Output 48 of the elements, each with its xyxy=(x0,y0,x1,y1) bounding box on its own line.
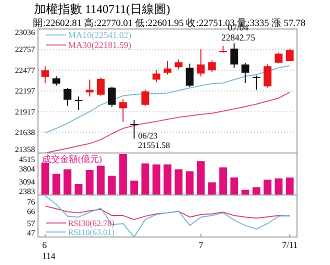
x-tick-label: 6 114 xyxy=(42,240,56,261)
candlestick xyxy=(230,42,238,68)
candlestick xyxy=(264,64,272,88)
y-tick-label: 2383 xyxy=(19,187,35,196)
candlestick xyxy=(141,89,150,106)
legend-label: MA30(22181.59) xyxy=(68,40,132,50)
y-tick-label: 76 xyxy=(27,198,35,207)
candlestick xyxy=(119,98,127,122)
candlestick xyxy=(64,87,72,106)
candlestick xyxy=(252,75,260,90)
y-tick-label: 23036 xyxy=(15,28,35,37)
x-tick-label: 7 xyxy=(198,240,204,250)
legend-label: MA10(22541.02) xyxy=(68,30,132,40)
y-tick-label: 22477 xyxy=(15,66,35,75)
candlestick xyxy=(41,66,50,84)
series-label: 成交金額(億元) xyxy=(42,154,102,164)
y-tick-label: 22197 xyxy=(15,86,35,96)
candlestick xyxy=(164,60,172,76)
candlestick xyxy=(196,48,205,77)
candlestick xyxy=(96,77,105,96)
y-tick-label: 21638 xyxy=(15,128,35,137)
chart-title: 加權指數 1140711(日線圖) xyxy=(34,2,170,16)
candlestick xyxy=(130,119,138,140)
candlestick xyxy=(186,63,194,88)
y-tick-label: 3094 xyxy=(19,178,35,187)
legend-label: RSI10(63.01) xyxy=(68,227,115,237)
candlestick xyxy=(152,70,160,83)
y-tick-label: 66 xyxy=(27,207,35,216)
candlestick xyxy=(174,58,183,70)
y-tick-label: 21917 xyxy=(15,107,35,116)
x-tick-label: 7/11 xyxy=(282,240,298,250)
candlestick xyxy=(286,48,294,62)
candlestick xyxy=(86,79,94,97)
candlestick xyxy=(208,60,216,73)
y-tick-label: 4515 xyxy=(19,154,35,164)
y-tick-label: 21358 xyxy=(15,145,35,154)
y-tick-label: 47 xyxy=(27,228,35,238)
y-tick-label: 3804 xyxy=(19,164,35,174)
y-tick-label: 57 xyxy=(27,218,35,228)
candlestick xyxy=(108,86,116,108)
y-tick-label: 22757 xyxy=(15,45,35,54)
candlestick xyxy=(274,52,283,64)
line-series xyxy=(44,92,290,154)
legend-label: RSI30(62.78) xyxy=(68,218,115,228)
candlestick xyxy=(74,96,82,110)
candlestick xyxy=(241,62,250,84)
line-series xyxy=(44,65,290,134)
annotation: 06/23 21551.58 xyxy=(138,130,170,150)
